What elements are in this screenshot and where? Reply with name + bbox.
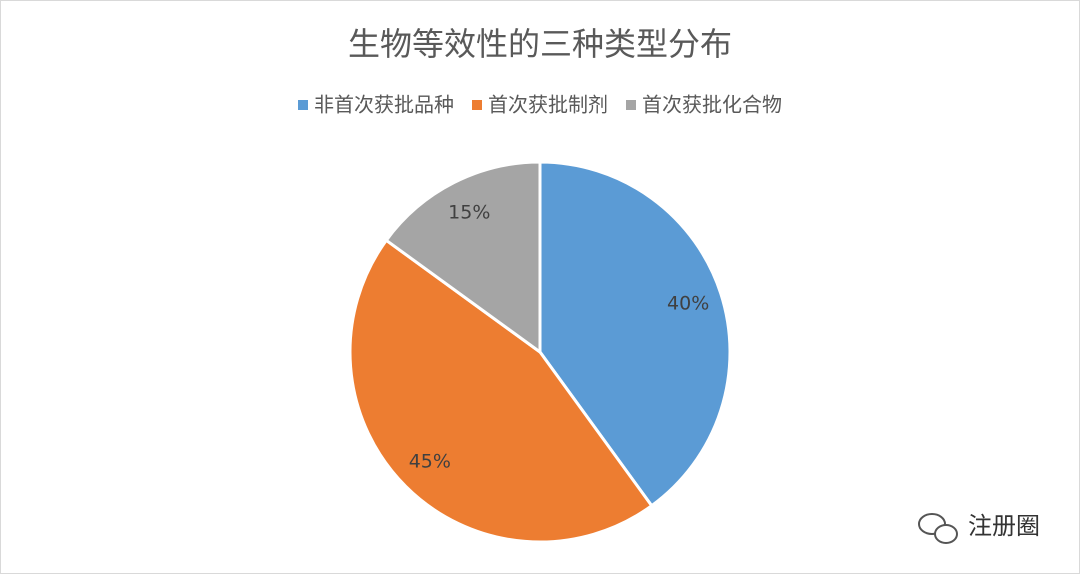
data-label: 15% [448, 202, 490, 224]
pie-slice [348, 238, 654, 544]
watermark-icon [918, 513, 958, 544]
watermark: 注册圈 [968, 512, 1040, 540]
legend-swatch [472, 100, 482, 110]
data-label: 45% [409, 451, 451, 473]
pie-slice [538, 160, 732, 508]
data-label: 40% [667, 292, 709, 314]
legend-swatch [626, 100, 636, 110]
legend: 非首次获批品种 首次获批制剂 首次获批化合物 [298, 93, 782, 117]
pie-slice [384, 160, 542, 355]
legend-label: 首次获批制剂 [488, 93, 608, 117]
legend-swatch [298, 100, 308, 110]
chart-title: 生物等效性的三种类型分布 [348, 25, 732, 63]
legend-label: 首次获批化合物 [642, 93, 782, 117]
legend-label: 非首次获批品种 [314, 93, 454, 117]
